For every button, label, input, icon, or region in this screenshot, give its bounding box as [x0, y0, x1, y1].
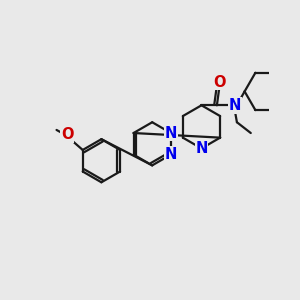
Text: O: O: [213, 75, 226, 90]
Text: O: O: [61, 127, 74, 142]
Text: N: N: [165, 147, 177, 162]
Text: N: N: [228, 98, 241, 113]
Text: N: N: [195, 141, 208, 156]
Text: N: N: [165, 125, 177, 140]
